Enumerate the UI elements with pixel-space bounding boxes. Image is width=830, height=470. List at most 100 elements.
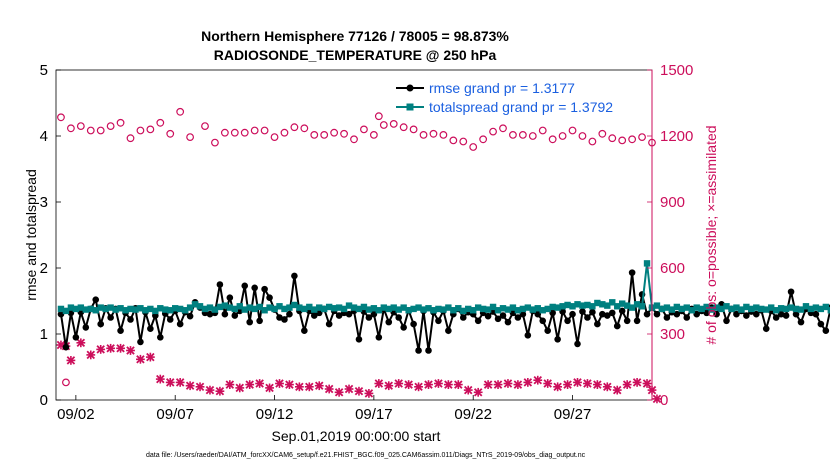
spread-point xyxy=(728,305,735,313)
spread-point xyxy=(763,306,770,313)
spread-point xyxy=(385,305,392,313)
obs-assimilated-point xyxy=(245,380,255,389)
spread-point xyxy=(638,303,646,310)
spread-point xyxy=(663,304,671,311)
rmse-point xyxy=(569,310,576,318)
obs-possible-point xyxy=(518,130,527,139)
spread-point xyxy=(534,305,541,312)
rmse-point xyxy=(544,327,551,335)
spread-point xyxy=(311,306,318,313)
rmse-point xyxy=(743,312,750,319)
obs-possible-point xyxy=(76,122,85,130)
obs-assimilated-point xyxy=(275,379,284,388)
y-right-tick-label: 1500 xyxy=(660,62,693,79)
spread-point xyxy=(276,303,283,310)
rmse-point xyxy=(554,335,561,343)
rmse-point xyxy=(574,340,581,348)
rmse-point xyxy=(733,310,740,318)
spread-point xyxy=(172,305,179,312)
obs-possible-point xyxy=(116,118,125,127)
spread-point xyxy=(201,305,209,313)
spread-point xyxy=(301,305,308,313)
spread-point xyxy=(519,305,527,313)
obs-possible-point xyxy=(220,128,229,137)
obs-assimilated-point xyxy=(106,343,116,353)
spread-point xyxy=(797,306,805,313)
spread-point xyxy=(390,304,397,311)
spread-point xyxy=(698,305,705,313)
rmse-point xyxy=(301,327,308,335)
obs-possible-point xyxy=(250,126,259,135)
obs-assimilated-point xyxy=(136,354,145,364)
obs-assimilated-point xyxy=(175,378,185,387)
spread-point xyxy=(395,306,402,313)
rmse-point xyxy=(594,320,601,328)
obs-assimilated-point xyxy=(314,381,324,391)
spread-point xyxy=(316,304,323,311)
obs-possible-point xyxy=(320,130,329,139)
obs-possible-point xyxy=(538,126,547,135)
spread-point xyxy=(465,305,472,313)
spread-point xyxy=(261,307,268,314)
spread-point xyxy=(623,302,631,309)
obs-possible-point xyxy=(638,133,646,142)
spread-point xyxy=(758,305,765,313)
obs-possible-point xyxy=(429,129,438,138)
spread-point xyxy=(628,304,636,311)
spread-point xyxy=(564,301,571,309)
obs-possible-point xyxy=(608,134,617,143)
obs-possible-point xyxy=(389,119,398,128)
spread-point xyxy=(360,303,368,311)
spread-point xyxy=(335,304,343,311)
spread-point xyxy=(807,305,815,313)
x-tick-label: 09/07 xyxy=(156,406,194,423)
spread-point xyxy=(435,305,442,313)
obs-assimilated-point xyxy=(205,385,215,395)
obs-assimilated-point xyxy=(602,382,612,392)
obs-possible-point xyxy=(86,126,95,135)
spread-point xyxy=(504,306,512,313)
rmse-point xyxy=(564,317,571,325)
rmse-point xyxy=(286,310,293,318)
spread-point xyxy=(787,304,795,311)
spread-point xyxy=(137,305,144,312)
spread-point xyxy=(97,304,104,311)
rmse-point xyxy=(822,327,830,335)
rmse-point xyxy=(797,318,805,326)
spread-point xyxy=(400,304,407,311)
rmse-point xyxy=(365,314,373,321)
rmse-point xyxy=(107,314,114,321)
rmse-point xyxy=(355,335,363,343)
obs-possible-point xyxy=(374,112,383,121)
rmse-point xyxy=(345,310,353,318)
obs-possible-point xyxy=(290,123,299,132)
rmse-point xyxy=(683,314,691,321)
spread-point xyxy=(738,306,745,313)
y-right-tick-label: 600 xyxy=(660,260,685,277)
obs-possible-point xyxy=(240,128,249,137)
obs-assimilated-point xyxy=(513,380,523,389)
obs-series-group xyxy=(56,107,662,404)
obs-assimilated-point xyxy=(155,374,165,384)
spread-point xyxy=(236,303,243,310)
obs-possible-point xyxy=(146,125,155,134)
spread-point xyxy=(614,303,621,310)
spread-point xyxy=(196,303,204,310)
spread-point xyxy=(782,305,790,313)
spread-point xyxy=(768,304,775,311)
rmse-point xyxy=(400,324,407,331)
rmse-point xyxy=(176,320,184,328)
obs-assimilated-point xyxy=(76,338,86,348)
spread-point xyxy=(176,305,184,313)
obs-assimilated-point xyxy=(463,385,473,395)
spread-point xyxy=(410,305,417,313)
spread-point xyxy=(489,303,497,311)
y-left-tick-label: 4 xyxy=(40,128,48,145)
spread-point xyxy=(688,307,695,314)
spread-point xyxy=(484,306,492,313)
spread-point xyxy=(599,301,606,308)
spread-point xyxy=(102,305,109,313)
spread-point xyxy=(693,304,700,311)
obs-assimilated-point xyxy=(145,352,155,362)
spread-point xyxy=(340,305,348,313)
